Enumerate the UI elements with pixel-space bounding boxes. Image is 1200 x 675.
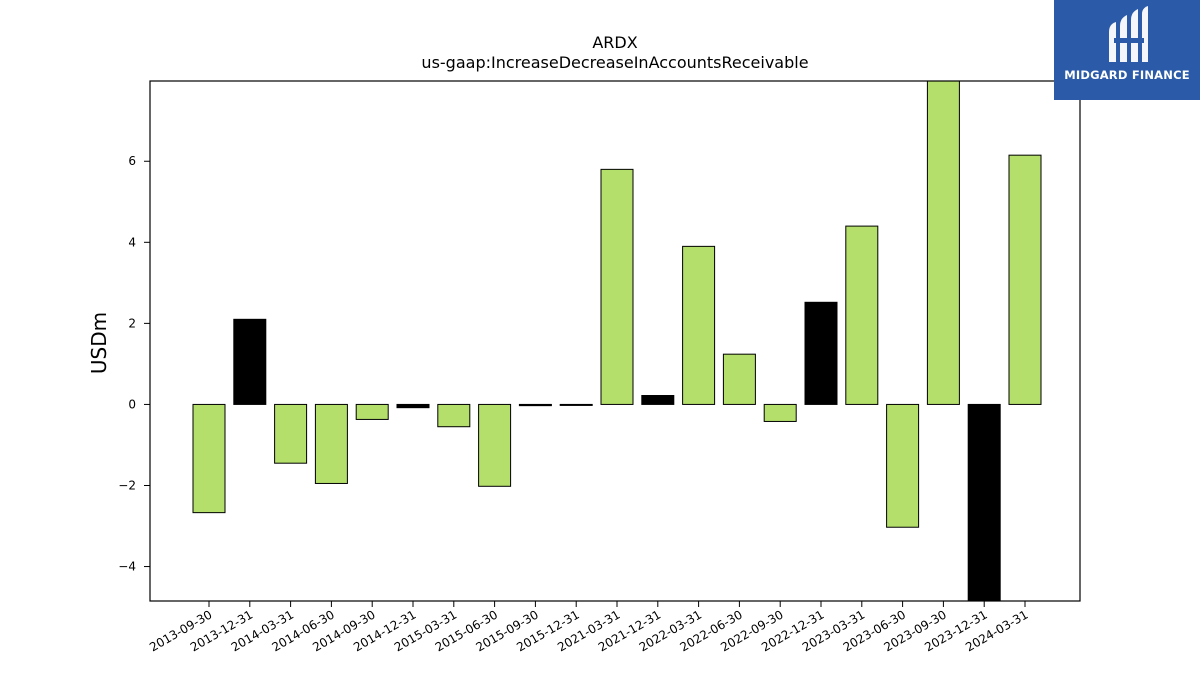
bars [192, 81, 1042, 601]
bar-2013-09-30 [192, 403, 226, 514]
bar-2015-12-31 [559, 403, 593, 406]
bar-2015-09-30 [518, 403, 552, 407]
logo-text: MIDGARD FINANCE [1064, 68, 1190, 82]
bar-2013-12-31 [233, 318, 267, 405]
bar-2023-12-31 [967, 403, 1001, 601]
chart-title: ARDX [592, 33, 637, 52]
bar-2014-12-31 [396, 403, 430, 409]
bar-2014-06-30 [314, 403, 348, 484]
y-tick-label: −4 [118, 560, 136, 574]
bar-2023-03-31 [845, 225, 879, 405]
y-tick-label: 6 [128, 154, 136, 168]
bar-2015-03-31 [437, 403, 471, 428]
bar-2021-03-31 [600, 168, 634, 405]
bar-2014-03-31 [274, 403, 308, 464]
plot-frame [149, 80, 1081, 602]
bar-2022-09-30 [763, 403, 797, 422]
logo-mark-icon [1109, 6, 1148, 62]
y-tick-label: −2 [118, 478, 136, 492]
bar-2022-06-30 [722, 353, 756, 405]
bar-2021-12-31 [641, 395, 675, 405]
y-axis-label: USDm [87, 312, 111, 374]
y-tick-label: 0 [128, 397, 136, 411]
y-tick-label: 4 [128, 235, 136, 249]
bar-2015-06-30 [478, 403, 512, 487]
bar-2023-06-30 [886, 403, 920, 528]
bar-2023-09-30 [926, 81, 960, 405]
bar-2022-12-31 [804, 301, 838, 405]
plot-area: −4−202462013-09-302013-12-312014-03-3120… [118, 80, 1081, 654]
bar-2014-09-30 [355, 403, 389, 420]
y-tick-label: 2 [128, 316, 136, 330]
brand-logo: MIDGARD FINANCE [1054, 0, 1200, 100]
bar-2024-03-31 [1008, 154, 1042, 405]
bar-2022-03-31 [682, 245, 716, 405]
chart-subtitle: us-gaap:IncreaseDecreaseInAccountsReceiv… [421, 53, 808, 72]
